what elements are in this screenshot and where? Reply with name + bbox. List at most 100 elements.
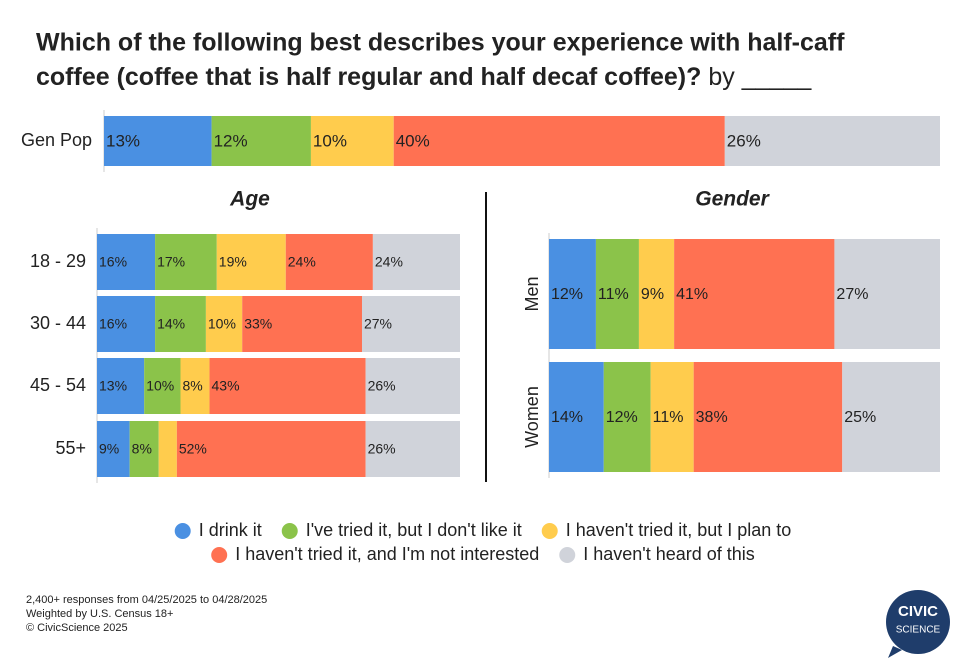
value-label: 10% (313, 131, 347, 150)
legend-marker (559, 547, 576, 563)
bar-segment (724, 116, 940, 166)
value-label: 13% (99, 378, 127, 394)
bar-segment (176, 421, 366, 477)
value-label: 14% (551, 409, 583, 426)
bar-segment (97, 358, 145, 414)
bar-segment (242, 296, 362, 352)
y-tick-label: 30 - 44 (30, 313, 86, 333)
value-label: 11% (653, 409, 684, 426)
value-label: 26% (368, 441, 396, 457)
value-label: 52% (179, 441, 207, 457)
bar-segment (285, 234, 373, 290)
value-label: 16% (99, 254, 127, 270)
bar-segment (361, 296, 460, 352)
value-label: 16% (99, 316, 127, 332)
panel-title: Age (229, 188, 270, 211)
bar-segment (129, 421, 159, 477)
note: 2,400+ responses from 04/25/2025 to 04/2… (26, 594, 267, 606)
y-tick-label: 45 - 54 (30, 375, 86, 395)
bar-segment (603, 362, 651, 472)
value-label: 25% (844, 409, 876, 426)
legend-label: I drink it (199, 520, 262, 540)
value-label: 19% (219, 254, 247, 270)
bar-segment (205, 296, 243, 352)
value-label: 26% (368, 378, 396, 394)
value-label: 10% (146, 378, 174, 394)
value-label: 8% (182, 378, 202, 394)
value-label: 27% (364, 316, 392, 332)
bar-segment (144, 358, 181, 414)
logo: CIVIC SCIENCE (886, 590, 950, 658)
bar-segment (209, 358, 366, 414)
legend-marker (541, 523, 558, 539)
bar-segment (365, 421, 460, 477)
legend-marker (174, 523, 191, 539)
value-label: 24% (375, 254, 403, 270)
value-label: 9% (641, 286, 664, 303)
value-label: 9% (99, 441, 119, 457)
value-label: 12% (214, 131, 248, 150)
value-label: 33% (244, 316, 272, 332)
y-tick-label: Women (522, 386, 542, 448)
value-label: 43% (212, 378, 240, 394)
bar-segment (211, 116, 311, 166)
bar-segment (393, 116, 725, 166)
bar-segment (674, 239, 835, 349)
value-label: 8% (132, 441, 152, 457)
bar-segment (180, 358, 210, 414)
bar-segment (372, 234, 460, 290)
legend-label: I haven't heard of this (583, 544, 755, 564)
value-label: 24% (288, 254, 316, 270)
bar-segment (650, 362, 694, 472)
bar-segment (97, 421, 130, 477)
bar-segment (693, 362, 843, 472)
legend-label: I haven't tried it, and I'm not interest… (235, 544, 539, 564)
legend-label: I've tried it, but I don't like it (306, 520, 522, 540)
bar-segment (97, 296, 156, 352)
legend-item: I haven't heard of this (559, 544, 755, 564)
value-label: 12% (551, 286, 583, 303)
logo-text: CIVIC (898, 603, 938, 620)
chart-title-line-1: Which of the following best describes yo… (36, 29, 845, 57)
value-label: 26% (727, 131, 761, 150)
note: Weighted by U.S. Census 18+ (26, 608, 173, 620)
bar-segment (549, 362, 604, 472)
value-label: 38% (696, 409, 728, 426)
value-label: 13% (106, 131, 140, 150)
value-label: 14% (157, 316, 185, 332)
note: © CivicScience 2025 (26, 622, 128, 634)
y-tick-label: 18 - 29 (30, 251, 86, 271)
bar-segment (216, 234, 286, 290)
legend-item: I drink it (174, 520, 262, 540)
legend-item: I haven't tried it, but I plan to (541, 520, 792, 540)
legend-marker (281, 523, 298, 539)
bar-segment (842, 362, 940, 472)
bar-segment (155, 296, 206, 352)
bar-segment (104, 116, 212, 166)
logo-text: SCIENCE (896, 625, 941, 636)
bar-segment (310, 116, 394, 166)
bar-segment (365, 358, 460, 414)
bar-segment (638, 239, 675, 349)
legend-item: I've tried it, but I don't like it (281, 520, 522, 540)
value-label: 40% (396, 131, 430, 150)
bar-segment (549, 239, 596, 349)
value-label: 17% (157, 254, 185, 270)
bar-segment (834, 239, 940, 349)
value-label: 41% (676, 286, 708, 303)
panel-title: Gender (695, 188, 770, 211)
y-tick-label: 55+ (55, 438, 86, 458)
bar-segment (158, 421, 177, 477)
value-label: 10% (208, 316, 236, 332)
title-suffix: by _____ (708, 63, 812, 91)
legend-label: I haven't tried it, but I plan to (566, 520, 792, 540)
bar-segment (155, 234, 217, 290)
value-label: 12% (606, 409, 638, 426)
chart-title-line-2: coffee (coffee that is half regular and … (36, 63, 812, 91)
y-tick-label: Men (522, 276, 542, 311)
value-label: 11% (598, 286, 629, 303)
legend-marker (211, 547, 228, 563)
value-label: 27% (836, 286, 868, 303)
y-tick-label: Gen Pop (21, 130, 92, 150)
